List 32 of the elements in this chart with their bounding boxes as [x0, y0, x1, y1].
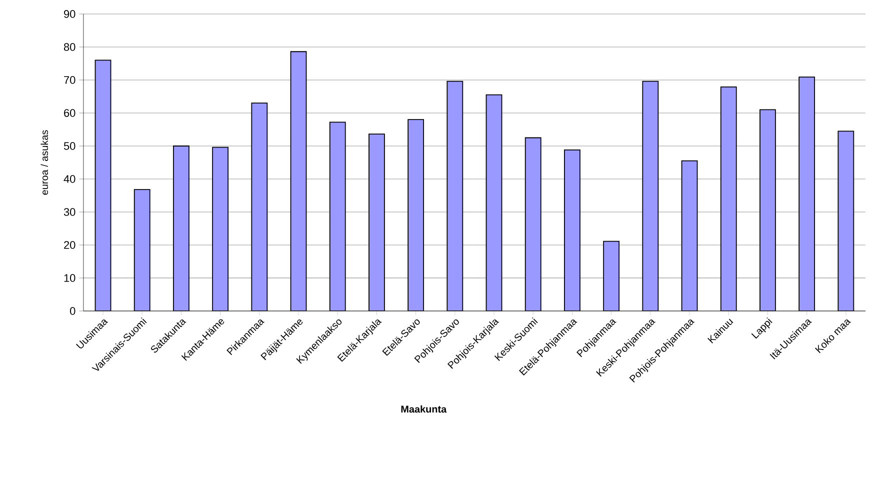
- bar: [368, 134, 385, 311]
- bar: [446, 80, 464, 311]
- y-tick-label: 40: [64, 175, 76, 183]
- y-tick-label: 90: [64, 10, 76, 18]
- bar: [290, 51, 307, 311]
- y-tick-label: 20: [64, 241, 76, 249]
- bar: [524, 137, 542, 311]
- bar: [838, 130, 854, 311]
- y-tick-label: 50: [64, 142, 76, 150]
- y-axis-title: euroa / asukas: [40, 130, 48, 195]
- bar: [760, 109, 776, 311]
- bar: [603, 240, 620, 311]
- bar: [798, 76, 816, 311]
- bar: [486, 94, 502, 311]
- y-tick-label: 10: [64, 274, 76, 282]
- bar: [173, 146, 190, 311]
- y-tick-label: 70: [64, 76, 76, 84]
- bar: [642, 80, 659, 311]
- bar: [212, 146, 229, 311]
- y-tick-label: 30: [64, 208, 76, 216]
- bar: [564, 150, 580, 311]
- y-tick-label: 60: [64, 109, 76, 117]
- bar: [329, 122, 346, 311]
- bar: [681, 160, 698, 311]
- bar: [134, 189, 150, 311]
- y-tick-label: 0: [70, 307, 76, 315]
- x-axis-title: Maakunta: [401, 405, 447, 413]
- bar: [408, 119, 424, 311]
- y-tick-label: 80: [64, 43, 76, 51]
- bar: [720, 86, 737, 311]
- bar: [251, 102, 268, 311]
- bar: [94, 60, 112, 311]
